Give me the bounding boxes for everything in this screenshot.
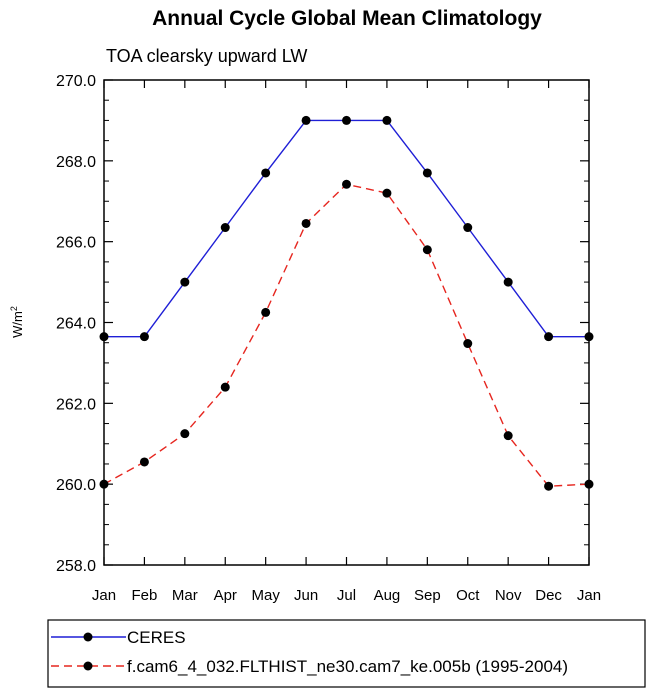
legend-box bbox=[47, 619, 646, 688]
legend-label-ceres: CERES bbox=[127, 628, 186, 647]
x-tick-label: Mar bbox=[172, 587, 198, 604]
data-point-series-1 bbox=[382, 188, 392, 198]
data-point-series-0 bbox=[180, 277, 190, 287]
data-point-series-0 bbox=[220, 223, 230, 233]
series-line-1 bbox=[103, 183, 590, 487]
y-tick-label: 258.0 bbox=[56, 558, 96, 575]
series-line-0 bbox=[104, 119, 589, 338]
data-point-series-1 bbox=[180, 429, 190, 439]
data-point-series-1 bbox=[220, 382, 230, 392]
x-tick-label: Jun bbox=[294, 587, 318, 604]
legend-marker-model bbox=[83, 661, 93, 671]
y-tick-label: 268.0 bbox=[56, 154, 96, 171]
plot-frame bbox=[103, 79, 590, 566]
data-point-series-0 bbox=[342, 115, 351, 125]
data-series bbox=[99, 115, 594, 491]
legend-label-model: f.cam6_4_032.FLTHIST_ne30.cam7_ke.005b (… bbox=[127, 657, 568, 676]
x-tick-label: Jan bbox=[92, 587, 116, 604]
data-point-series-1 bbox=[342, 179, 351, 189]
x-tick-label: Oct bbox=[456, 587, 480, 604]
x-tick-label: Feb bbox=[131, 587, 157, 604]
x-tick-label: Jan bbox=[577, 587, 601, 604]
x-tick-label: Apr bbox=[214, 587, 237, 604]
x-tick-label: Sep bbox=[414, 587, 441, 604]
y-tick-label: 270.0 bbox=[56, 73, 96, 90]
data-point-series-1 bbox=[422, 245, 432, 255]
x-tick-label: Nov bbox=[495, 587, 522, 604]
x-tick-label: Jul bbox=[337, 587, 356, 604]
data-point-series-1 bbox=[139, 457, 149, 467]
y-tick-label: 262.0 bbox=[56, 396, 96, 413]
legend-marker-ceres bbox=[83, 632, 93, 642]
chart-title: Annual Cycle Global Mean Climatology bbox=[152, 7, 542, 30]
y-tick-label: 266.0 bbox=[56, 235, 96, 252]
data-point-series-1 bbox=[503, 431, 513, 441]
data-point-series-1 bbox=[544, 481, 554, 491]
data-point-series-0 bbox=[463, 223, 473, 233]
y-tick-label: 264.0 bbox=[56, 316, 96, 333]
legend: CERES f.cam6_4_032.FLTHIST_ne30.cam7_ke.… bbox=[47, 619, 646, 688]
x-tick-label: Aug bbox=[374, 587, 401, 604]
data-point-series-1 bbox=[261, 307, 271, 317]
y-axis-label-superscript: 2 bbox=[9, 306, 19, 311]
data-point-series-0 bbox=[261, 168, 271, 178]
y-tick-label: 260.0 bbox=[56, 477, 96, 494]
data-point-series-1 bbox=[463, 339, 473, 349]
x-tick-label: Dec bbox=[535, 587, 562, 604]
data-point-series-0 bbox=[503, 277, 513, 287]
y-axis-label-base: W/m bbox=[10, 311, 25, 338]
data-point-series-0 bbox=[544, 332, 554, 342]
data-point-series-1 bbox=[301, 218, 311, 228]
data-point-series-0 bbox=[422, 168, 432, 178]
chart-subtitle: TOA clearsky upward LW bbox=[106, 46, 307, 66]
x-tick-label: May bbox=[251, 587, 280, 604]
data-point-series-0 bbox=[382, 115, 392, 125]
y-axis-label: W/m2 bbox=[9, 306, 25, 338]
axis-ticks: Jan Feb Mar Apr May Jun Jul Aug Sep Oct Nov Dec Jan 2… bbox=[56, 73, 601, 604]
data-point-series-0 bbox=[139, 332, 149, 342]
data-point-series-0 bbox=[301, 115, 311, 125]
